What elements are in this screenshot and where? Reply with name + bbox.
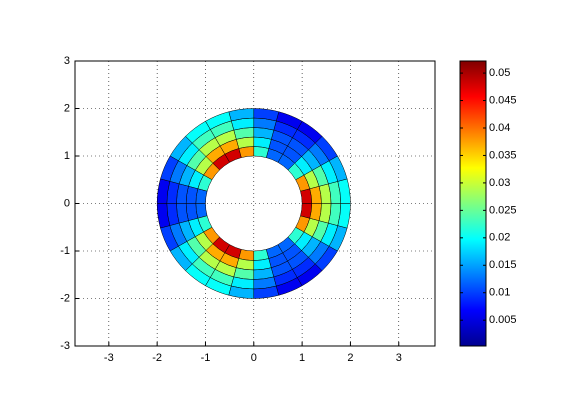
mesh bbox=[156, 108, 351, 299]
y-tick-label: -2 bbox=[60, 292, 70, 304]
colorbar-tick-label: 0.04 bbox=[489, 122, 510, 134]
colorbar-tick-label: 0.015 bbox=[489, 259, 517, 271]
y-tick-label: 0 bbox=[64, 197, 70, 209]
mesh-cell bbox=[337, 203, 351, 229]
y-tick-label: 3 bbox=[64, 55, 70, 67]
mesh-cell bbox=[195, 188, 208, 204]
colorbar-tick-label: 0.05 bbox=[489, 67, 510, 79]
mesh-cell bbox=[238, 249, 255, 261]
colorbar-tick-label: 0.045 bbox=[489, 94, 517, 106]
y-tick-label: -3 bbox=[60, 340, 70, 352]
y-tick-label: 2 bbox=[64, 102, 70, 114]
axes: -3 -2 -1 0 1 2 3 -3 -2 -1 0 1 2 3 bbox=[60, 55, 402, 364]
colorbar-tick-label: 0.005 bbox=[489, 314, 517, 326]
colorbar-tick-label: 0.03 bbox=[489, 177, 510, 189]
x-tick-label: 1 bbox=[299, 352, 305, 364]
x-tick-label: 2 bbox=[347, 352, 353, 364]
colorbar-tick-label: 0.02 bbox=[489, 232, 510, 244]
x-tick-label: 3 bbox=[396, 352, 402, 364]
colorbar bbox=[459, 60, 487, 347]
axes-box bbox=[74, 60, 436, 347]
x-tick-label: -3 bbox=[104, 352, 114, 364]
colorbar-tick-label: 0.01 bbox=[489, 287, 510, 299]
x-tick-label: -2 bbox=[152, 352, 162, 364]
colorbar-tick-label: 0.035 bbox=[489, 149, 517, 161]
x-tick-label: 0 bbox=[251, 352, 257, 364]
x-tick-label: -1 bbox=[201, 352, 211, 364]
y-tick-label: 1 bbox=[64, 150, 70, 162]
mesh-cell bbox=[253, 146, 270, 158]
colorbar-tick-label: 0.025 bbox=[489, 204, 517, 216]
mesh-cell bbox=[300, 203, 313, 219]
y-tick-label: -1 bbox=[60, 245, 70, 257]
